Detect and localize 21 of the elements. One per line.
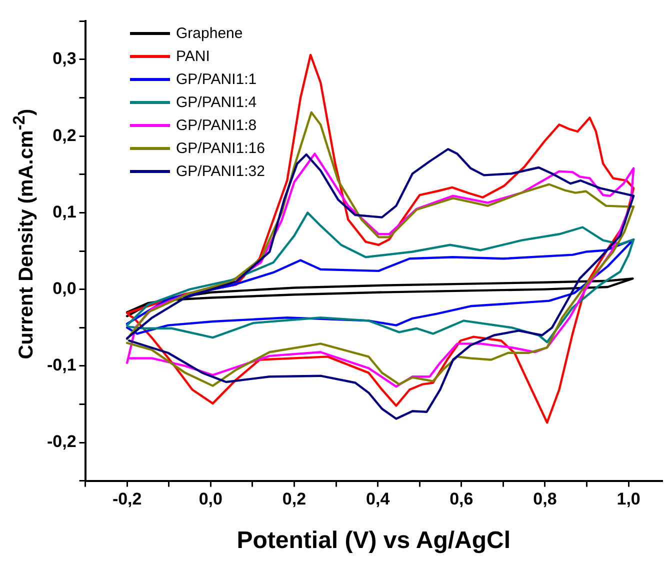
legend-label: GP/PANI1:32 xyxy=(176,162,265,182)
x-axis-title: Potential (V) vs Ag/AgCl xyxy=(236,527,511,554)
y-tick-label: 0,1 xyxy=(52,202,76,222)
legend-label: GP/PANI1:8 xyxy=(176,116,257,136)
x-tick-label: 0,4 xyxy=(366,490,390,509)
legend-label: GP/PANI1:16 xyxy=(176,139,265,159)
x-tick-label: 0,8 xyxy=(533,490,557,509)
x-tick-label: -0,2 xyxy=(112,490,142,509)
legend-label: GP/PANI1:1 xyxy=(176,70,257,90)
y-tick-label: -0,1 xyxy=(46,356,76,375)
x-tick-label: 1,0 xyxy=(616,490,640,509)
legend-label: Graphene xyxy=(176,24,243,44)
legend-label: GP/PANI1:4 xyxy=(176,93,257,113)
y-tick-label: -0,2 xyxy=(46,432,76,452)
y-tick-label: 0,0 xyxy=(52,278,76,298)
x-tick-label: 0,0 xyxy=(198,490,222,509)
y-tick-label: 0,2 xyxy=(52,126,76,145)
x-tick-label: 0,2 xyxy=(282,490,306,509)
y-tick-label: 0,3 xyxy=(52,49,76,68)
x-tick-label: 0,6 xyxy=(450,490,474,509)
legend-label: PANI xyxy=(176,47,210,67)
